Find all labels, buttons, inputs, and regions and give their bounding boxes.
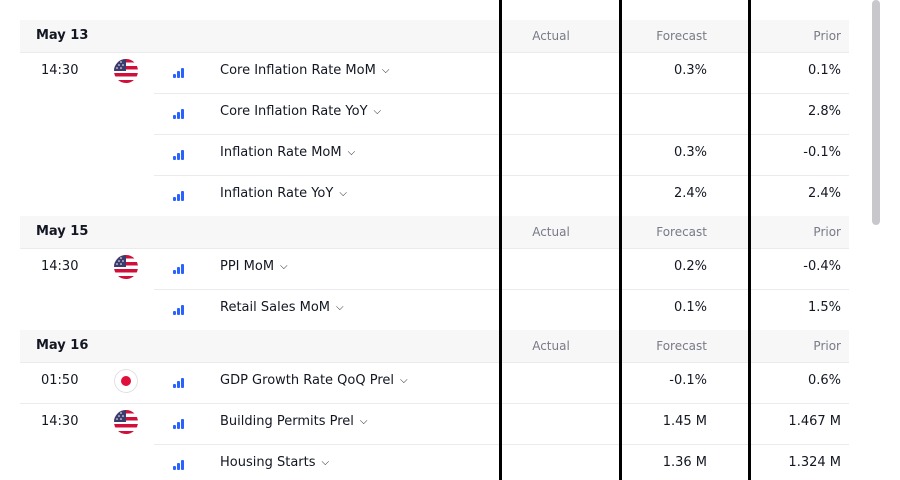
event-time: 14:30 [41,414,79,429]
importance-bars-icon [173,378,185,388]
event-row[interactable]: 14:30 Core Inflation Rate MoM ⌵ 0.3% 0.1% [20,52,849,93]
forecast-value: 0.2% [673,259,707,274]
event-name[interactable]: Inflation Rate YoY ⌵ [220,186,347,201]
chevron-down-icon[interactable]: ⌵ [321,457,330,468]
row-divider [20,362,849,363]
forecast-value: 0.3% [673,63,707,78]
actual-column-header: Actual [532,29,570,43]
forecast-column-header: Forecast [656,339,707,353]
date-header: May 15 Actual Forecast Prior [20,216,849,248]
date-label: May 13 [36,28,89,43]
chevron-down-icon[interactable]: ⌵ [347,147,356,158]
prior-value: 2.4% [807,186,841,201]
chevron-down-icon[interactable]: ⌵ [359,416,368,427]
importance-bars-icon [173,191,185,201]
importance-bars-icon [173,419,185,429]
us-flag-icon [114,410,138,434]
event-row[interactable]: Inflation Rate YoY ⌵ 2.4% 2.4% [20,175,849,216]
event-row[interactable]: 01:50 GDP Growth Rate QoQ Prel ⌵ -0.1% 0.… [20,362,849,403]
chevron-down-icon[interactable]: ⌵ [280,261,288,272]
prior-value: -0.4% [803,259,841,274]
chevron-down-icon[interactable]: ⌵ [373,106,382,117]
date-label: May 16 [36,338,89,353]
row-divider [20,403,849,404]
event-row[interactable]: Inflation Rate MoM ⌵ 0.3% -0.1% [20,134,849,175]
prior-value: 1.324 M [788,455,841,470]
event-name[interactable]: Retail Sales MoM ⌵ [220,300,344,315]
prior-column-header: Prior [813,339,841,353]
event-time: 01:50 [41,373,79,388]
date-header: May 13 Actual Forecast Prior [20,20,849,52]
importance-bars-icon [173,68,185,78]
event-name[interactable]: PPI MoM ⌵ [220,259,288,274]
forecast-value: -0.1% [669,373,707,388]
event-name[interactable]: GDP Growth Rate QoQ Prel ⌵ [220,373,408,388]
chevron-down-icon[interactable]: ⌵ [400,375,408,386]
event-row[interactable]: Housing Starts ⌵ 1.36 M 1.324 M [20,444,849,480]
forecast-value: 2.4% [673,186,707,201]
forecast-value: 0.3% [673,145,707,160]
row-divider [20,52,849,53]
date-header: May 16 Actual Forecast Prior [20,330,849,362]
event-row[interactable]: Core Inflation Rate YoY ⌵ 2.8% [20,93,849,134]
forecast-value: 1.36 M [662,455,707,470]
event-name[interactable]: Housing Starts ⌵ [220,455,330,470]
actual-column-header: Actual [532,339,570,353]
row-divider [20,248,849,249]
us-flag-icon [114,255,138,279]
prior-value: 0.1% [807,63,841,78]
prior-column-header: Prior [813,225,841,239]
event-name[interactable]: Building Permits Prel ⌵ [220,414,368,429]
jp-flag-icon [114,369,138,393]
column-divider [748,0,751,480]
chevron-down-icon[interactable]: ⌵ [339,188,347,199]
prior-value: -0.1% [803,145,841,160]
prior-column-header: Prior [813,29,841,43]
prior-value: 1.467 M [788,414,841,429]
forecast-value: 0.1% [673,300,707,315]
importance-bars-icon [173,264,185,274]
column-divider [499,0,502,480]
event-row[interactable]: 14:30 Building Permits Prel ⌵ 1.45 M 1.46… [20,403,849,444]
forecast-value: 1.45 M [662,414,707,429]
event-name[interactable]: Core Inflation Rate MoM ⌵ [220,63,390,78]
date-label: May 15 [36,224,89,239]
importance-bars-icon [173,150,185,160]
chevron-down-icon[interactable]: ⌵ [336,302,344,313]
prior-value: 2.8% [807,104,841,119]
prior-value: 0.6% [807,373,841,388]
importance-bars-icon [173,460,185,470]
event-row[interactable]: Retail Sales MoM ⌵ 0.1% 1.5% [20,289,849,330]
event-time: 14:30 [41,63,79,78]
column-divider [619,0,622,480]
event-name[interactable]: Core Inflation Rate YoY ⌵ [220,104,382,119]
chevron-down-icon[interactable]: ⌵ [381,65,390,76]
importance-bars-icon [173,109,185,119]
importance-bars-icon [173,305,185,315]
event-name[interactable]: Inflation Rate MoM ⌵ [220,145,356,160]
scrollbar-track[interactable] [872,0,880,480]
us-flag-icon [114,59,138,83]
prior-value: 1.5% [807,300,841,315]
scrollbar-thumb[interactable] [872,0,880,225]
forecast-column-header: Forecast [656,29,707,43]
event-row[interactable]: 14:30 PPI MoM ⌵ 0.2% -0.4% [20,248,849,289]
forecast-column-header: Forecast [656,225,707,239]
event-time: 14:30 [41,259,79,274]
economic-calendar: May 13 Actual Forecast Prior 14:30 Core … [20,20,849,480]
actual-column-header: Actual [532,225,570,239]
